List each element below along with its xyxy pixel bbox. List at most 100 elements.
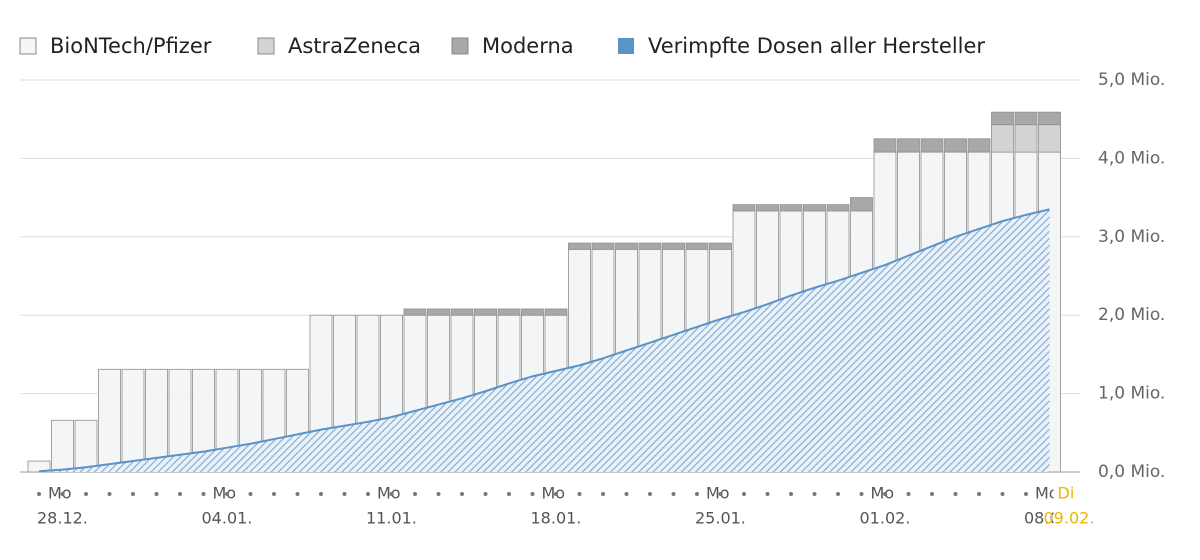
bar-segment [944,138,967,153]
x-weekday-label: Mo [213,484,237,503]
day-dot [836,492,840,496]
day-dot [742,492,746,496]
legend-label: Verimpfte Dosen aller Hersteller [648,34,985,58]
day-dot [248,492,253,496]
y-tick-label: 1,0 Mio. [1098,384,1165,404]
day-dot [648,492,652,496]
day-dot [977,492,981,496]
bar-segment [850,197,873,212]
day-dot [319,492,323,496]
legend-label: Moderna [482,34,574,58]
y-tick-label: 5,0 Mio. [1098,70,1165,90]
legend-swatch [257,37,275,55]
y-tick-label: 2,0 Mio. [1098,305,1165,325]
bar-segment [403,308,427,316]
day-dot [1000,492,1005,496]
bar-segment [732,204,756,212]
bar-segment [427,308,450,316]
x-weekday-label: Mo [706,484,730,503]
label-backdrop [1053,482,1104,530]
day-dot [389,492,394,496]
day-dot [601,492,605,496]
legend-label: BioNTech/Pfizer [50,34,212,58]
day-dot [201,492,206,496]
bar-segment [638,242,662,250]
day-dot [695,492,699,496]
bar-segment [826,204,850,212]
area-fill [39,209,1050,473]
day-dot [37,492,41,496]
bar-segment [685,242,709,250]
bar-segment [544,308,568,316]
bar-segment [991,124,1014,153]
x-date-label: 18.01. [531,509,582,528]
day-dot [342,492,347,496]
legend-swatch [19,37,37,55]
x-date-label: 28.12. [37,509,88,528]
day-dot [84,492,88,496]
bar-segment [51,419,74,473]
bar-segment [803,204,826,212]
day-dot [953,492,958,496]
x-weekday-label: Di [1058,484,1075,503]
day-dot [812,492,817,496]
bar-segment [497,308,521,316]
area-line [38,208,1050,473]
day-dot [295,492,300,496]
day-dot [718,492,723,496]
day-dot [789,492,793,496]
day-dot [624,492,629,496]
day-dot [507,492,511,496]
bar-segment [967,138,991,153]
x-date-label: 04.01. [202,509,253,528]
bar-segment [98,368,121,473]
bar-segment [756,204,779,212]
x-date-label: 25.01. [695,509,746,528]
x-date-label: 09.02. [1044,509,1095,528]
day-dot [107,492,112,496]
bar-segment [1014,124,1038,153]
day-dot [460,492,464,496]
bar-segment [662,242,685,250]
bar-segment [450,308,474,316]
legend-swatch [618,38,634,54]
day-dot [530,492,535,496]
x-weekday-label: Mo [1035,484,1059,503]
day-dot [906,492,911,496]
bar-segment [474,308,497,316]
day-dot [765,492,770,496]
day-dot [436,492,441,496]
x-date-label: 01.02. [860,509,911,528]
x-weekday-label: Mo [871,484,895,503]
x-weekday-label: Mo [542,484,566,503]
day-dot [483,492,488,496]
bar-segment [615,242,638,250]
x-weekday-label: Mo [48,484,72,503]
bar-segment [897,138,920,153]
y-tick-label: 3,0 Mio. [1098,227,1165,247]
y-tick-label: 4,0 Mio. [1098,148,1165,168]
day-dot [554,492,558,496]
bar-segment [521,308,544,316]
bar-segment [1038,111,1061,126]
x-weekday-label: Mo [377,484,401,503]
day-dot [366,492,370,496]
x-date-label: 11.01. [366,509,417,528]
day-dot [60,492,65,496]
bar-segment [709,242,732,250]
day-dot [225,492,229,496]
bar-segment [591,242,615,250]
day-dot [178,492,182,496]
bar-segment [920,138,944,153]
day-dot [883,492,887,496]
bar-segment [991,111,1014,126]
bar-segment [1038,124,1061,153]
bar-segment [779,204,803,212]
legend-swatch [451,37,469,55]
day-dot [1024,492,1028,496]
bar-segment [873,138,897,153]
day-dot [272,492,276,496]
day-dot [577,492,582,496]
day-dot [413,492,417,496]
bar-segment [1014,111,1038,126]
